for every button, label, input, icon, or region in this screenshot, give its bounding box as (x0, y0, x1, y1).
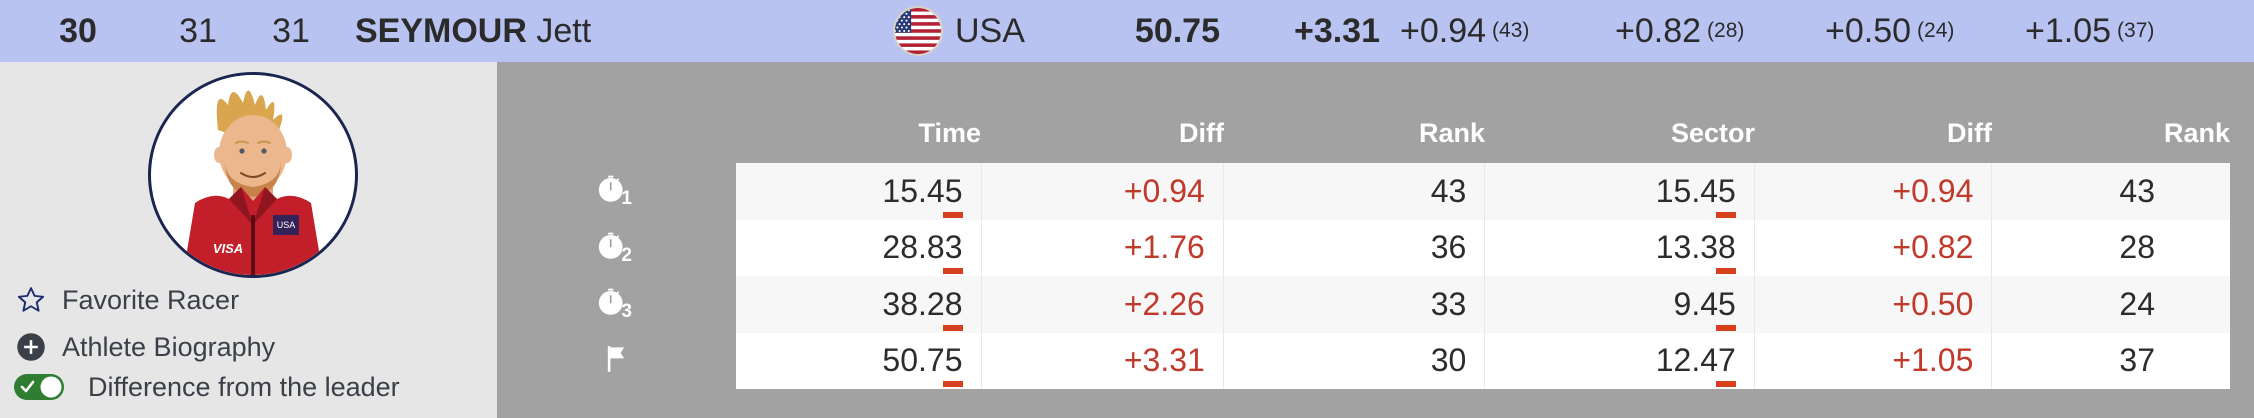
svg-text:VISA: VISA (213, 241, 243, 256)
svg-text:USA: USA (277, 220, 296, 230)
